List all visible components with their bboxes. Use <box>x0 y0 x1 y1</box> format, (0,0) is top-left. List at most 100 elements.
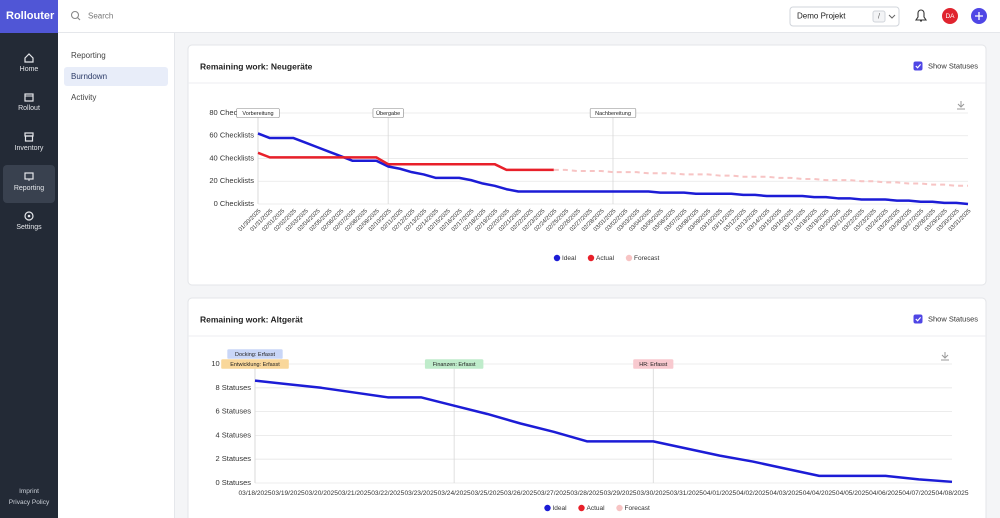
x-tick-label: 04/01/2025 <box>703 490 736 497</box>
x-tick-label: 04/03/2025 <box>770 490 803 497</box>
nav-item[interactable]: Settings <box>3 204 55 242</box>
nav-label: Settings <box>16 224 42 231</box>
checkbox-label: Show Statuses <box>928 314 978 323</box>
y-tick-label: 6 Statuses <box>216 407 252 416</box>
x-tick-label: 03/18/2025 <box>238 490 271 497</box>
annotation-label: Entwicklung: Erfasst <box>230 362 280 368</box>
logo[interactable]: Rollouter <box>0 0 58 33</box>
top-bar-graphics: Search Demo Projekt / DA <box>70 6 987 27</box>
series-line <box>254 379 953 484</box>
annotation-box <box>424 359 484 369</box>
footer-link[interactable]: Imprint <box>19 488 39 495</box>
y-tick-label: 80 Checklists <box>209 108 254 117</box>
nav-item[interactable]: Home <box>3 46 55 84</box>
series-line <box>257 132 969 206</box>
y-tick-label: 40 Checklists <box>209 153 254 162</box>
y-tick-label: 0 Statuses <box>216 478 252 487</box>
nav-label: Reporting <box>13 185 45 192</box>
x-tick-label: 03/27/2025 <box>537 490 570 497</box>
sidebar: Rollouter Home Rollout Inventory Reporti… <box>0 0 58 518</box>
nav-item[interactable]: Rollout <box>3 85 55 123</box>
x-tick-label: 03/20/2025 <box>305 490 338 497</box>
settings-icon <box>24 211 34 221</box>
nav-item[interactable]: Inventory <box>3 125 55 163</box>
avatar[interactable] <box>942 8 958 24</box>
card-title: Remaining work: Altgerät <box>200 314 303 324</box>
y-tick-label: 20 Checklists <box>209 176 254 185</box>
annotation-box <box>589 108 637 118</box>
nav-item[interactable]: Reporting <box>3 165 55 203</box>
annotation-label: Vorbereitung <box>242 111 273 117</box>
x-tick-label: 04/06/2025 <box>869 490 902 497</box>
legend-label: Forecast <box>625 505 650 512</box>
legend-label: Actual <box>596 255 615 262</box>
project-select[interactable] <box>789 6 900 27</box>
y-tick-label: 4 Statuses <box>216 430 252 439</box>
y-tick-label: 8 Statuses <box>216 383 252 392</box>
avatar-initials: DA <box>945 13 955 20</box>
card <box>187 297 987 518</box>
annotation-label: HR: Erfasst <box>639 362 668 368</box>
x-tick-label: 03/21/2025 <box>338 490 371 497</box>
x-tick-label: 04/05/2025 <box>836 490 869 497</box>
card-title: Remaining work: Neugeräte <box>200 61 313 71</box>
y-tick-label: 60 Checklists <box>209 131 254 140</box>
nav-label: Home <box>19 66 39 73</box>
sub-nav-item[interactable]: Reporting <box>71 51 106 60</box>
checkbox[interactable] <box>913 61 923 71</box>
x-tick-label: 03/28/2025 <box>570 490 603 497</box>
bell-icon[interactable] <box>914 9 928 22</box>
x-tick-label: 03/23/2025 <box>404 490 437 497</box>
project-name: Demo Projekt <box>797 12 846 21</box>
checkbox[interactable] <box>913 314 923 324</box>
annotation-label: Docking: Erfasst <box>235 352 276 358</box>
checkmark <box>915 317 922 322</box>
x-tick-label: 04/04/2025 <box>803 490 836 497</box>
inventory-icon <box>24 132 34 142</box>
y-tick-label: 0 Checklists <box>214 199 255 208</box>
shortcut-key <box>872 10 886 23</box>
checkmark <box>915 64 922 69</box>
download-icon <box>957 101 965 110</box>
top-bar: Search Demo Projekt / DA <box>58 0 1000 33</box>
legend-label: Ideal <box>553 505 568 512</box>
legend-swatch <box>553 254 561 262</box>
sub-nav-item[interactable]: Burndown <box>64 67 168 86</box>
footer-link[interactable]: Privacy Policy <box>8 499 50 506</box>
shortcut-label: / <box>878 14 880 21</box>
home-icon <box>24 53 34 63</box>
plus-icon <box>975 12 983 20</box>
x-tick-label: 03/25/2025 <box>471 490 504 497</box>
annotation-label: Finanzen: Erfasst <box>433 362 476 368</box>
card <box>187 44 987 286</box>
annotation-box <box>372 108 404 118</box>
legend-label: Forecast <box>634 255 659 262</box>
annotation-box <box>633 359 674 369</box>
checkbox-label: Show Statuses <box>928 61 978 70</box>
x-tick-label: 04/02/2025 <box>736 490 769 497</box>
legend-label: Actual <box>587 505 606 512</box>
x-tick-label: 03/22/2025 <box>371 490 404 497</box>
x-tick-label: 03/31/2025 <box>670 490 703 497</box>
series-line <box>257 151 554 172</box>
search-icon <box>77 17 81 21</box>
legend-swatch <box>625 254 633 262</box>
legend-label: Ideal <box>562 255 577 262</box>
legend-swatch <box>616 504 623 512</box>
chevron <box>888 14 896 19</box>
nav-label: Rollout <box>18 105 40 112</box>
search-icon <box>70 10 80 20</box>
annotation-box <box>236 108 280 118</box>
legend-swatch <box>544 504 551 512</box>
x-tick-label: 04/07/2025 <box>902 490 935 497</box>
y-tick-label: 2 Statuses <box>216 454 252 463</box>
x-tick-label: 03/26/2025 <box>504 490 537 497</box>
search-input[interactable]: Search <box>88 12 113 21</box>
annotation-label: Übergabe <box>376 110 400 117</box>
annotation-box <box>221 359 289 369</box>
series-line <box>553 168 968 187</box>
sub-nav-item[interactable]: Activity <box>71 93 97 102</box>
legend-swatch <box>578 504 585 512</box>
annotation-box <box>227 349 283 359</box>
